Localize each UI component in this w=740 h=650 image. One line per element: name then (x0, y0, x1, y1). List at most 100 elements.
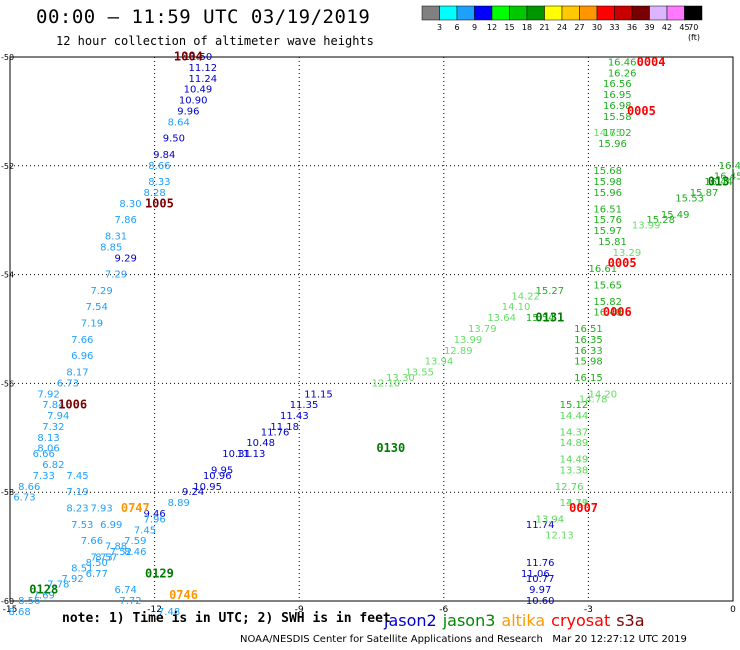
swh-value-label: 7.48 (158, 607, 180, 618)
pass-time-label: 0129 (145, 566, 174, 580)
swh-value-label: 16.48 (593, 308, 622, 319)
swh-value-label: 7.45 (134, 525, 156, 536)
swh-value-label: 10.77 (526, 574, 555, 585)
swh-value-label: 10.48 (246, 438, 275, 449)
swh-value-label: 11.43 (280, 411, 309, 422)
pass-time-label: 0130 (376, 441, 405, 455)
colorbar-label: 42 (662, 23, 672, 32)
swh-value-label: 10.95 (193, 482, 222, 493)
swh-value-label: 17.02 (603, 128, 632, 139)
swh-value-label: 6.66 (33, 449, 55, 460)
colorbar-label: 12 (487, 23, 497, 32)
swh-value-label: 16.15 (574, 373, 603, 384)
swh-value-label: 13.99 (632, 221, 661, 232)
swh-value-label: 7.45 (66, 471, 88, 482)
swh-value-label: 7.94 (47, 411, 69, 422)
swh-value-label: 10.31 (222, 449, 251, 460)
swh-value-label: 16.35 (574, 335, 603, 346)
swh-value-label: 13.30 (386, 373, 415, 384)
pass-time-label: 1004 (174, 50, 203, 64)
swh-value-label: 7.33 (33, 471, 55, 482)
swh-value-label: 11.74 (526, 520, 555, 531)
swh-value-label: 7.96 (143, 514, 165, 525)
credit-org: NOAA/NESDIS Center for Satellite Applica… (240, 634, 543, 645)
swh-value-label: 7.88 (105, 542, 127, 553)
legend-item-cryosat: cryosat (551, 611, 611, 630)
swh-value-label: 6.82 (42, 460, 64, 471)
swh-value-label: 11.24 (188, 74, 217, 85)
swh-value-label: 8.66 (18, 482, 40, 493)
swh-value-label: 7.86 (115, 215, 137, 226)
colorbar-swatch (579, 5, 598, 21)
swh-value-label: 15.98 (574, 357, 603, 368)
x-tick-label: -12 (147, 605, 162, 615)
y-tick-label: -60 (1, 597, 14, 606)
swh-value-label: 15.12 (560, 400, 589, 411)
colorbar-swatch (421, 5, 440, 21)
colorbar-swatch (631, 5, 650, 21)
swh-value-label: 14.65 (593, 128, 622, 139)
swh-value-label: 8.66 (148, 161, 170, 172)
swh-value-label: 9.97 (529, 585, 551, 596)
swh-value-label: 9.46 (143, 509, 165, 520)
colorbar-label: 21 (539, 23, 549, 32)
swh-value-label: 15.82 (593, 297, 622, 308)
colorbar-label: 3 (437, 23, 442, 32)
y-tick-label: -52 (1, 162, 14, 171)
units-note: note: 1) Time is in UTC; 2) SWH is in fe… (62, 611, 391, 626)
swh-value-label: 8.64 (168, 117, 190, 128)
swh-value-label: 16.42 (719, 161, 740, 172)
pass-time-label: 0005 (608, 256, 637, 270)
pass-time-label: 013 (708, 175, 730, 189)
colorbar-label: 15 (504, 23, 514, 32)
colorbar-swatch (684, 5, 703, 21)
swh-value-label: 10.60 (526, 596, 555, 607)
colorbar-swatch (544, 5, 563, 21)
swh-value-label: 8.50 (86, 558, 108, 569)
swh-value-label: 8.89 (168, 498, 190, 509)
legend-item-jason2: jason2 (384, 611, 437, 630)
swh-value-label: 16.51 (574, 324, 603, 335)
colorbar-swatch (456, 5, 475, 21)
colorbar-swatch (649, 5, 668, 21)
swh-value-label: 11.50 (184, 52, 213, 63)
swh-value-label: 16.44 (704, 177, 733, 188)
pass-time-label: 0747 (121, 501, 150, 515)
swh-value-label: 14.49 (560, 455, 589, 466)
swh-value-label: 14.20 (589, 389, 618, 400)
swh-value-label: 10.90 (179, 96, 208, 107)
colorbar-swatch (561, 5, 580, 21)
swh-value-label: 12.13 (545, 531, 574, 542)
swh-value-label: 15.28 (646, 215, 675, 226)
swh-value-label: 11.76 (526, 558, 555, 569)
swh-value-label: 15.58 (603, 112, 632, 123)
swh-value-label: 8.28 (143, 188, 165, 199)
colorbar-swatch (474, 5, 493, 21)
swh-value-label: 11.76 (261, 427, 290, 438)
pass-time-label: 1005 (145, 196, 174, 210)
swh-value-label: 7.32 (42, 422, 64, 433)
swh-value-label: 7.29 (105, 270, 127, 281)
swh-value-label: 9.84 (153, 150, 175, 161)
swh-value-label: 8.31 (105, 232, 127, 243)
swh-value-label: 7.19 (81, 319, 103, 330)
y-tick-label: -58 (1, 488, 14, 497)
swh-value-label: 13.38 (560, 465, 589, 476)
swh-value-label: 8.17 (66, 368, 88, 379)
swh-value-label: 6.96 (71, 351, 93, 362)
swh-value-label: 7.84 (42, 400, 64, 411)
legend-item-altika: altika (501, 611, 546, 630)
pass-time-label: 0746 (169, 588, 198, 602)
swh-value-label: 15.53 (675, 193, 704, 204)
colorbar-label: 45 (679, 23, 689, 32)
swh-value-label: 9.95 (211, 465, 233, 476)
colorbar-swatch (439, 5, 458, 21)
pass-time-label: 0006 (603, 305, 632, 319)
swh-value-label: 8.85 (100, 242, 122, 253)
swh-value-label: 7.59 (124, 536, 146, 547)
swh-value-label: 15.81 (598, 237, 627, 248)
satellite-legend: jason2 jason3 altika cryosat s3a (384, 611, 651, 630)
colorbar-swatch (509, 5, 528, 21)
